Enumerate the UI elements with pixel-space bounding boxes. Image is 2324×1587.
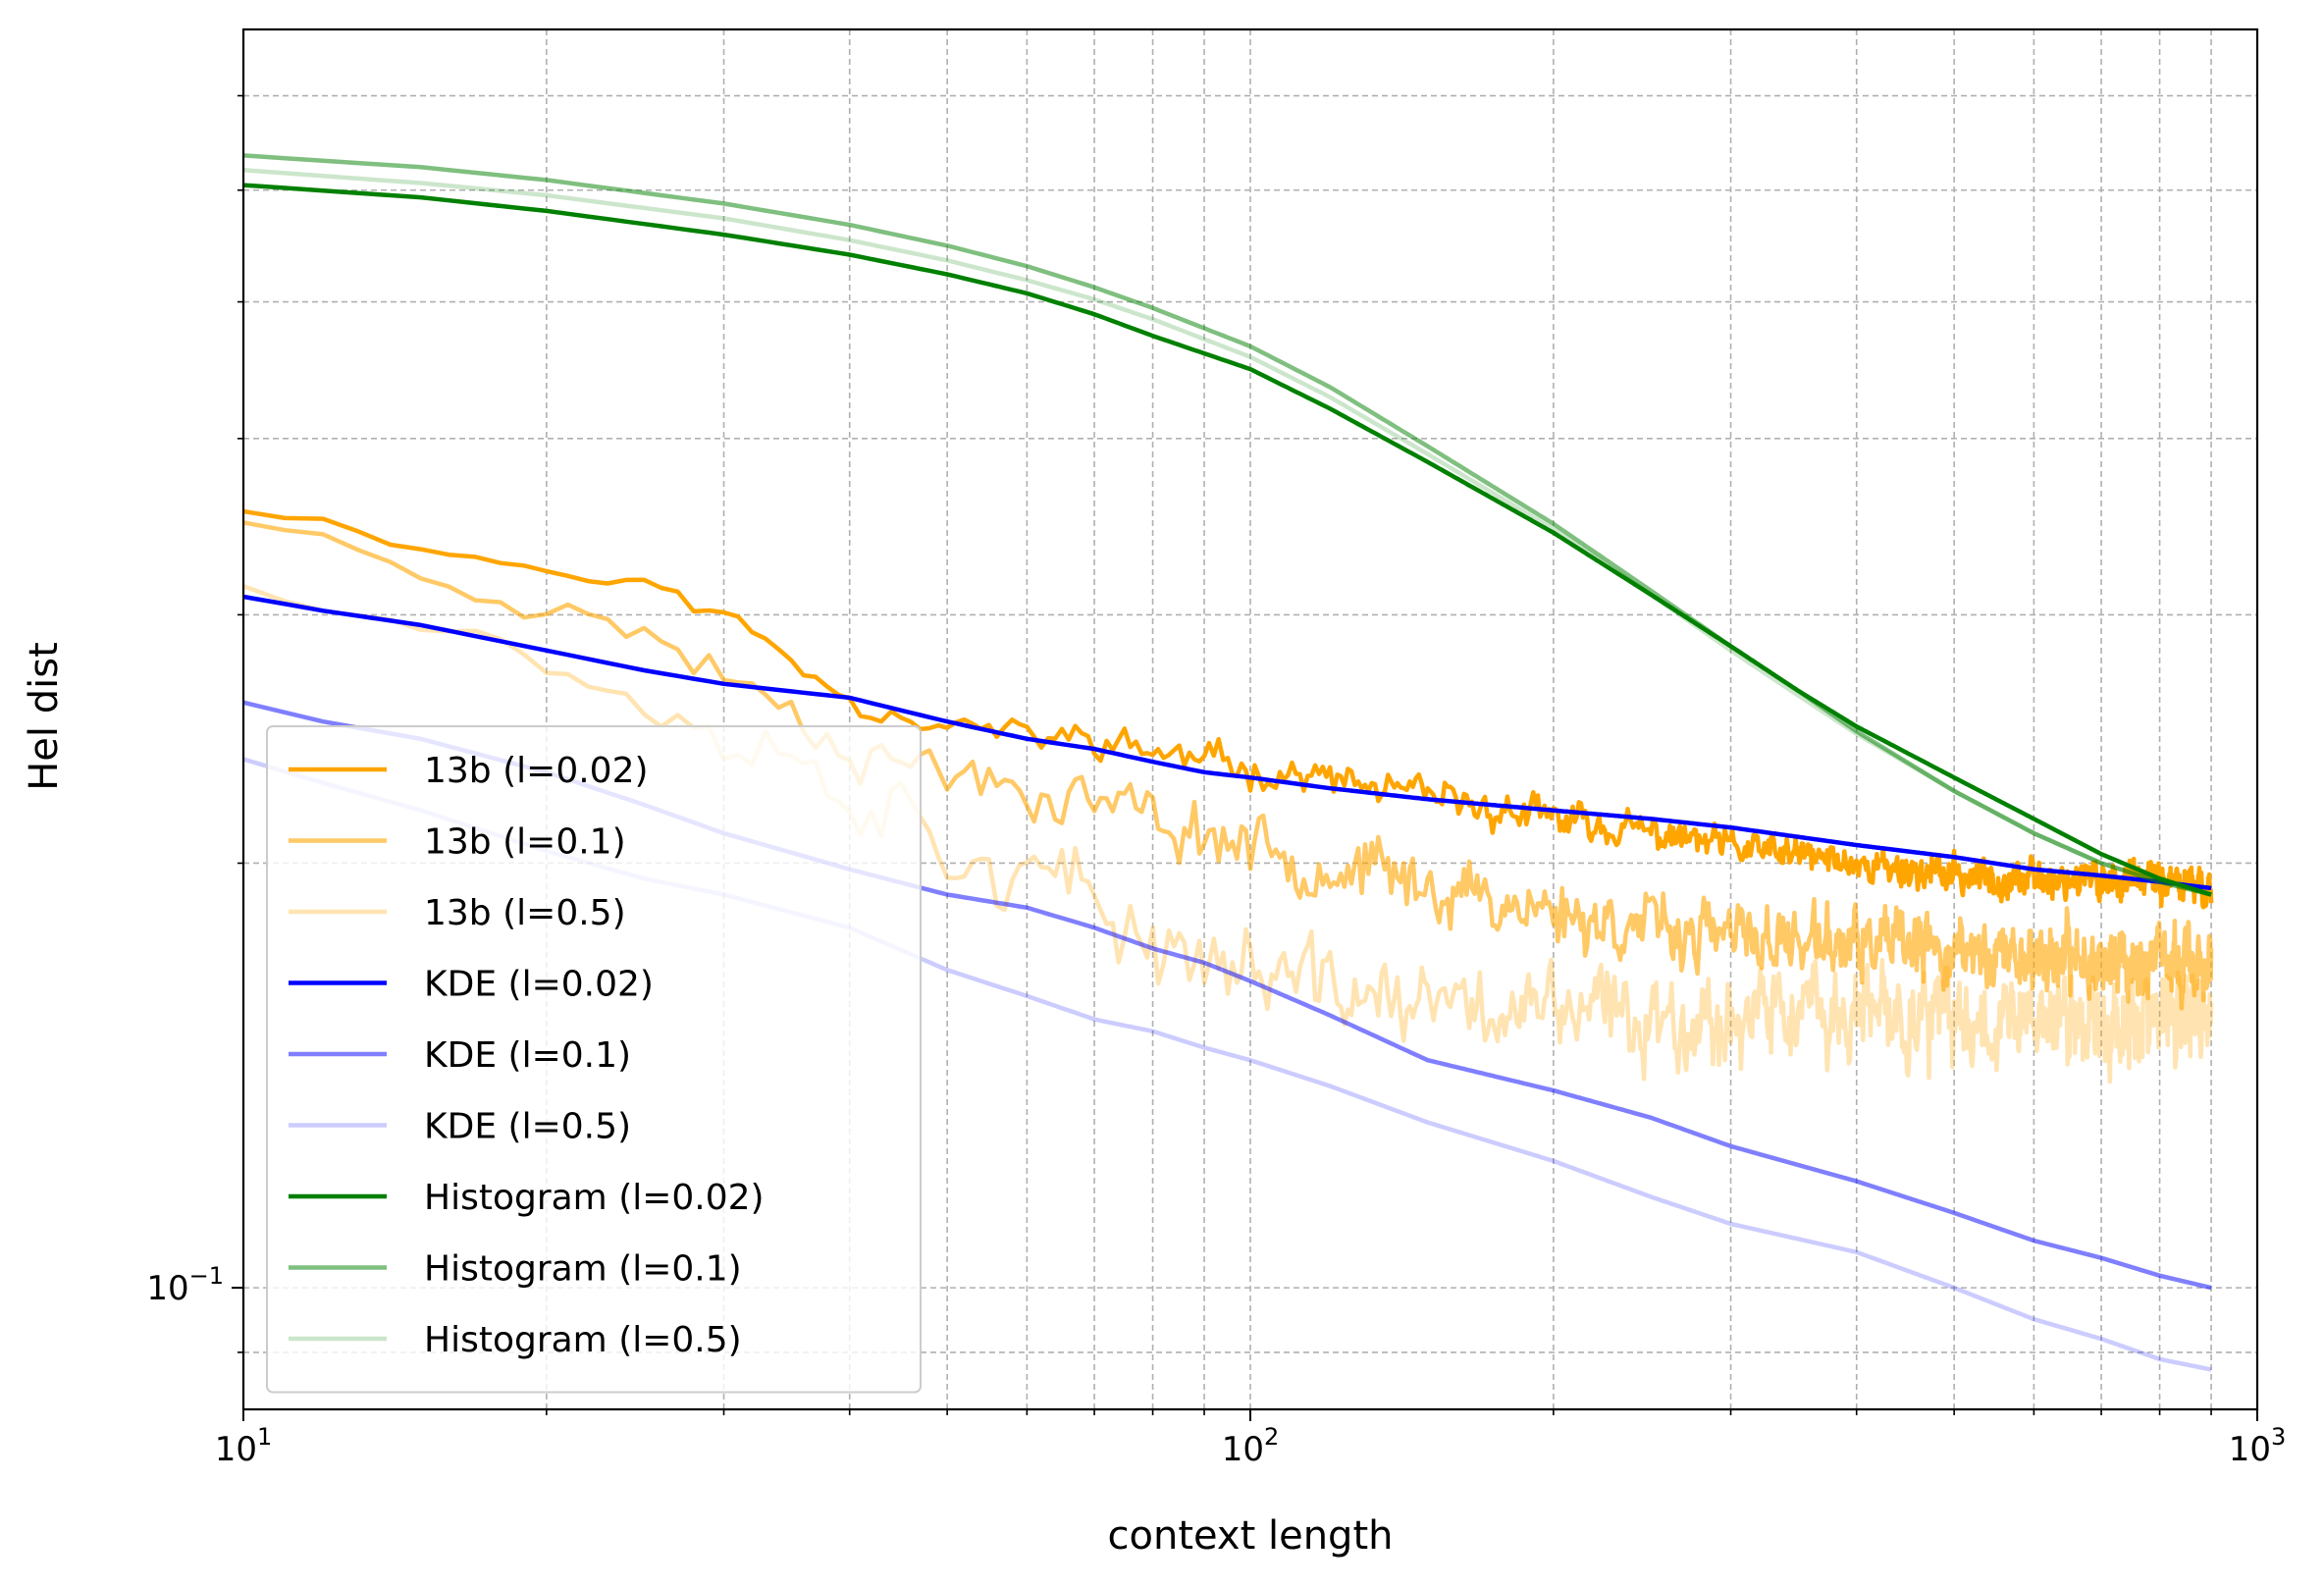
legend-item: Histogram (l=0.5) xyxy=(289,1320,742,1360)
legend-item: Histogram (l=0.1) xyxy=(289,1249,742,1290)
x-axis-label: context length xyxy=(1108,1513,1394,1559)
series-line-6 xyxy=(242,183,2213,897)
legend-label: 13b (l=0.1) xyxy=(424,822,626,863)
legend-item: KDE (l=0.5) xyxy=(289,1107,631,1147)
series-line-4 xyxy=(242,700,2213,1291)
x-tick-label: 101 xyxy=(215,1423,273,1469)
legend-label: 13b (l=0.5) xyxy=(424,893,626,933)
legend-box xyxy=(266,725,922,1394)
legend-item: 13b (l=0.1) xyxy=(289,822,626,863)
legend-label: Histogram (l=0.5) xyxy=(424,1320,742,1360)
ticks: 101 102 103 10−1 xyxy=(146,94,2287,1469)
series-line-8 xyxy=(242,168,2213,897)
legend-item: 13b (l=0.5) xyxy=(289,893,626,933)
legend-item: KDE (l=0.02) xyxy=(289,965,654,1005)
y-axis-label: Hel dist xyxy=(22,642,67,791)
legend-item: Histogram (l=0.02) xyxy=(289,1178,765,1218)
series-line-2 xyxy=(242,584,2214,1084)
legend-label: KDE (l=0.1) xyxy=(424,1035,631,1076)
legend-label: KDE (l=0.02) xyxy=(424,965,654,1005)
y-tick-label: 10−1 xyxy=(146,1262,224,1308)
series-line-7 xyxy=(242,153,2213,897)
x-tick-label: 102 xyxy=(1222,1423,1280,1469)
series-layer xyxy=(242,153,2214,1372)
legend-item: KDE (l=0.1) xyxy=(289,1035,631,1076)
legend-label: KDE (l=0.5) xyxy=(424,1107,631,1147)
legend: 13b (l=0.02) 13b (l=0.1) 13b (l=0.5) KDE (l… xyxy=(266,725,922,1394)
series-line-3 xyxy=(242,594,2213,891)
legend-item: 13b (l=0.02) xyxy=(289,751,649,791)
legend-label: Histogram (l=0.02) xyxy=(424,1178,765,1218)
legend-label: 13b (l=0.02) xyxy=(424,751,649,791)
legend-label: Histogram (l=0.1) xyxy=(424,1249,742,1290)
x-tick-label: 103 xyxy=(2229,1423,2287,1469)
series-line-1 xyxy=(242,520,2214,1011)
series-line-5 xyxy=(242,757,2213,1372)
